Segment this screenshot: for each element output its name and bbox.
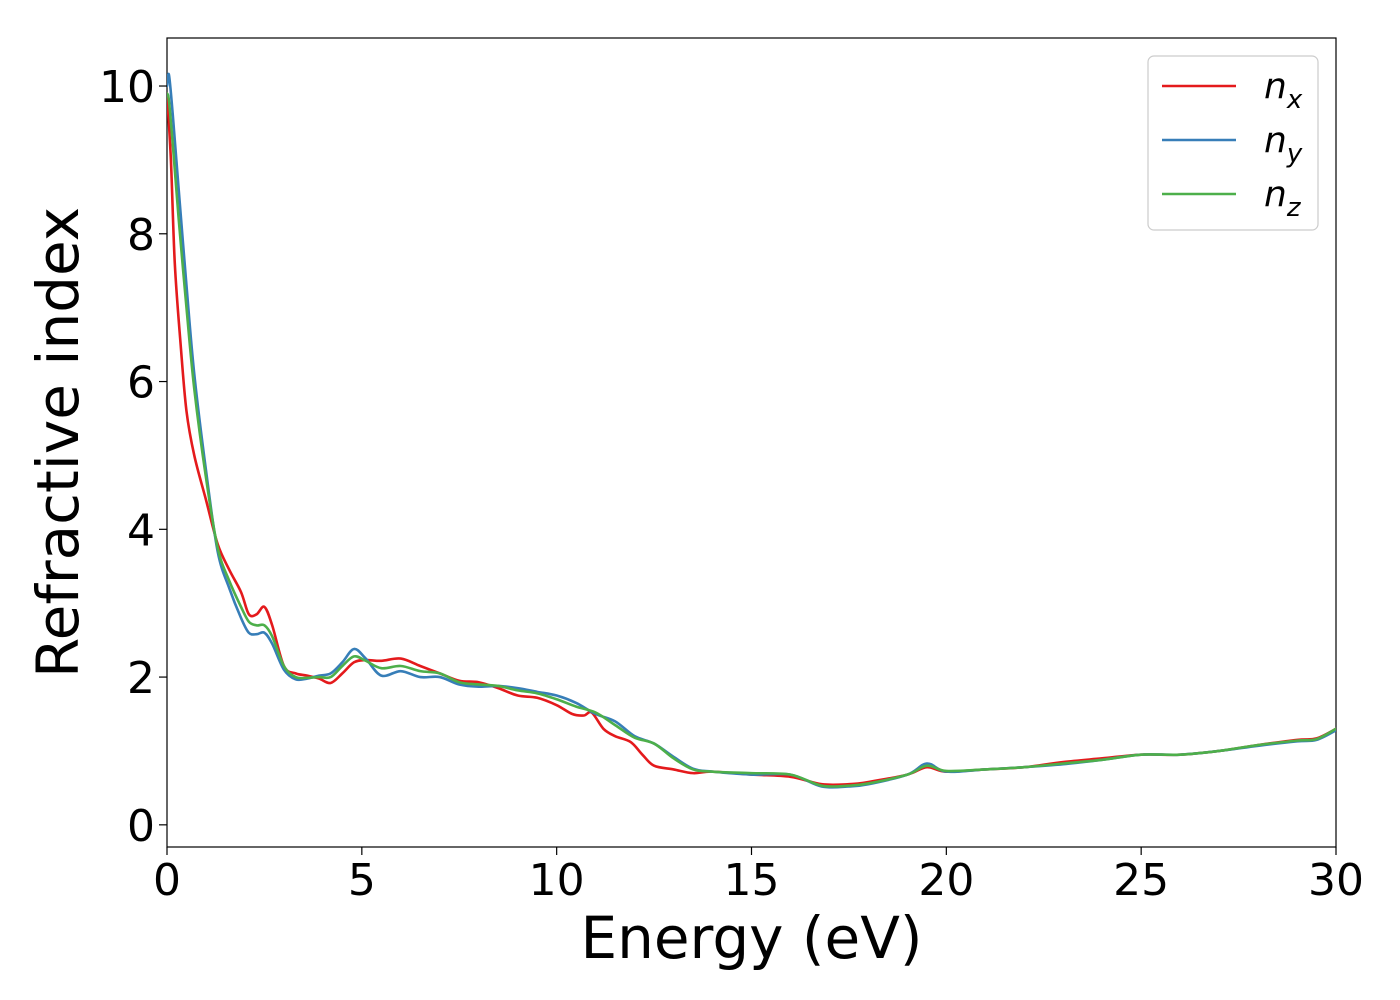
y-tick-label: 10 [99, 62, 155, 113]
x-tick-label: 10 [529, 855, 585, 906]
x-tick-label: 25 [1113, 855, 1169, 906]
plot-area [166, 37, 1337, 848]
x-axis-title: Energy (eV) [580, 904, 922, 972]
legend-box [1147, 55, 1319, 231]
x-tick-label: 15 [724, 855, 780, 906]
y-tick-label: 0 [127, 801, 155, 852]
series-line-nz [167, 92, 1336, 788]
y-axis-title: Refractive index [24, 207, 92, 678]
y-tick-label: 8 [127, 210, 155, 261]
y-tick-label: 4 [127, 505, 155, 556]
y-tick-label: 2 [127, 653, 155, 704]
x-tick-label: 20 [918, 855, 974, 906]
x-tick-label: 5 [348, 855, 376, 906]
x-tick-label: 30 [1308, 855, 1364, 906]
x-tick-label: 0 [153, 855, 181, 906]
y-tick-label: 6 [127, 358, 155, 409]
